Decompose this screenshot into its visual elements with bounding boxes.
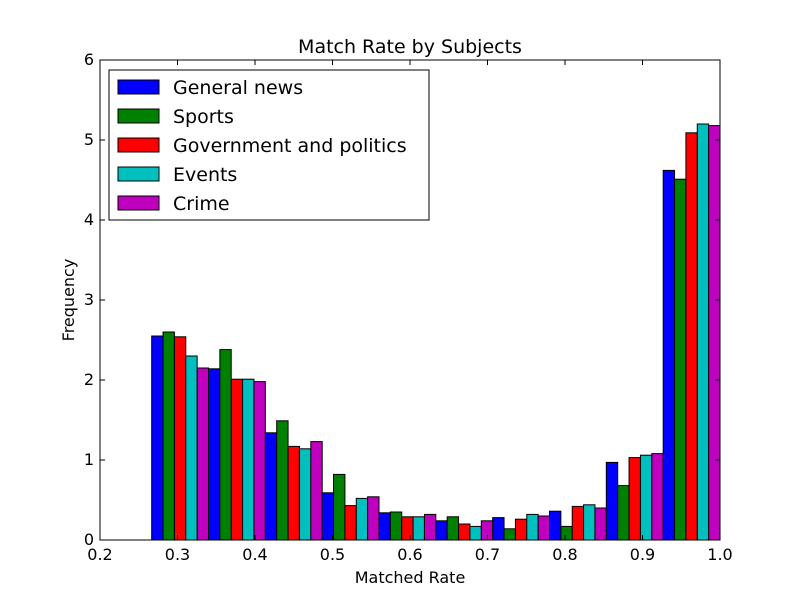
bar <box>605 461 619 541</box>
x-tick-label: 0.5 <box>320 545 345 564</box>
bar <box>378 512 391 541</box>
y-tick-label: 4 <box>84 210 94 229</box>
x-tick-label: 0.6 <box>397 545 422 564</box>
bar <box>685 132 698 541</box>
legend-swatch <box>117 195 160 211</box>
bar <box>514 518 528 541</box>
bar <box>196 367 209 541</box>
bar <box>594 507 607 541</box>
legend-swatch <box>117 166 160 182</box>
y-tick-label: 3 <box>84 290 94 309</box>
bar <box>651 453 664 541</box>
legend-swatch <box>117 137 160 153</box>
legend-swatch <box>117 108 160 124</box>
bars-group <box>151 123 721 541</box>
bar <box>185 355 198 541</box>
chart-title: Match Rate by Subjects <box>298 36 522 58</box>
bar <box>162 331 175 541</box>
legend-frame <box>108 69 430 221</box>
bar <box>469 525 482 541</box>
bar <box>628 457 641 541</box>
bar <box>537 515 551 541</box>
bar <box>617 485 630 541</box>
y-tick-label: 1 <box>84 450 94 469</box>
bar <box>173 336 187 541</box>
bar <box>401 516 414 541</box>
bar <box>367 496 380 541</box>
bar <box>583 504 596 541</box>
legend: General news Sports Government and politic… <box>108 69 430 221</box>
legend-swatch <box>117 79 160 95</box>
bar <box>458 523 471 541</box>
bar <box>571 505 585 541</box>
y-tick-label: 6 <box>84 50 94 69</box>
bar <box>208 368 221 541</box>
bar <box>662 169 676 541</box>
bar <box>355 497 369 541</box>
bar <box>276 420 289 541</box>
bar <box>492 517 505 541</box>
bar <box>412 516 425 541</box>
bar <box>219 349 232 541</box>
ticks-group: 0.2 0.3 0.4 0.5 0.6 0.7 0.8 0.9 1.0 0 1 2 3 4 5 6 <box>84 50 733 564</box>
bar <box>253 381 266 541</box>
bar <box>526 513 539 541</box>
bar <box>549 510 562 541</box>
x-tick-label: 0.7 <box>475 545 500 564</box>
bar <box>151 335 164 541</box>
legend-label: General news <box>173 77 303 99</box>
bar <box>298 448 312 541</box>
bar <box>560 525 573 541</box>
bar <box>389 511 403 541</box>
bar <box>674 178 687 541</box>
bar <box>344 505 357 541</box>
bar <box>230 378 244 541</box>
legend-label: Crime <box>173 193 230 215</box>
y-tick-label: 0 <box>84 530 94 549</box>
bar <box>333 473 346 541</box>
y-tick-label: 5 <box>84 130 94 149</box>
bar <box>503 528 516 541</box>
y-axis-title: Frequency <box>59 259 78 342</box>
x-tick-label: 0.8 <box>552 545 577 564</box>
bar <box>242 378 255 541</box>
x-tick-label: 0.3 <box>165 545 190 564</box>
x-axis-title: Matched Rate <box>355 568 466 587</box>
x-tick-label: 0.4 <box>242 545 267 564</box>
bar <box>435 520 448 541</box>
bar <box>446 516 460 541</box>
plot-frame <box>99 59 721 541</box>
bar <box>639 454 653 541</box>
bar <box>321 492 335 541</box>
bar <box>287 445 300 541</box>
bar <box>696 123 710 541</box>
bar <box>264 432 278 541</box>
y-tick-label: 2 <box>84 370 94 389</box>
x-tick-label: 0.2 <box>87 545 112 564</box>
x-tick-label: 0.9 <box>630 545 655 564</box>
bar <box>708 125 721 541</box>
bar <box>310 441 323 541</box>
legend-label: Events <box>173 164 237 186</box>
legend-label: Sports <box>173 106 234 128</box>
bar <box>423 513 437 541</box>
legend-label: Government and politics <box>173 135 407 157</box>
x-tick-label: 1.0 <box>707 545 732 564</box>
